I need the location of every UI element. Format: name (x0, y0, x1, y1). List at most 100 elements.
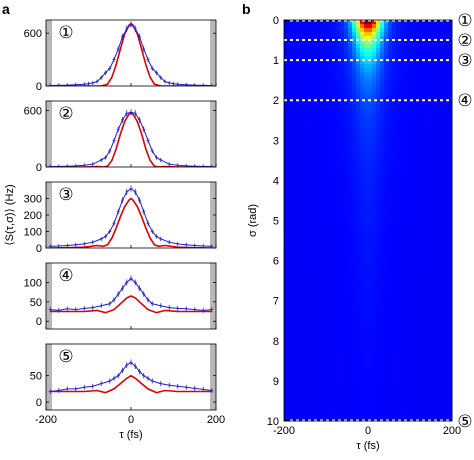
heatmap-cell (376, 32, 381, 37)
heatmap-cell (440, 44, 445, 49)
heatmap-cell (324, 264, 329, 270)
heatmap-cell (436, 164, 441, 169)
heatmap-cell (404, 212, 409, 217)
heatmap-cell (336, 176, 341, 181)
heatmap-cell (424, 196, 429, 201)
heatmap-cell (304, 392, 309, 398)
heatmap-cell (440, 216, 445, 221)
heatmap-cell (312, 100, 317, 105)
heatmap-cell (304, 196, 309, 201)
heatmap-cell (364, 320, 369, 326)
heatmap-cell (448, 392, 453, 398)
heatmap-cell (312, 80, 317, 85)
heatmap-cell (404, 396, 409, 402)
heatmap-cell (332, 36, 337, 41)
heatmap-cell (400, 208, 405, 213)
heatmap-cell (448, 80, 453, 85)
heatmap-cell (440, 36, 445, 41)
heatmap-cell (436, 352, 441, 358)
heatmap-cell (360, 216, 365, 221)
heatmap-cell (392, 48, 397, 53)
heatmap-cell (416, 312, 421, 318)
heatmap-cell (300, 208, 305, 213)
heatmap-cell (432, 340, 437, 346)
heatmap-cell (360, 28, 365, 33)
heatmap-cell (332, 52, 337, 57)
heatmap-cell (360, 172, 365, 177)
heatmap-cell (324, 368, 329, 374)
heatmap-cell (412, 176, 417, 181)
heatmap-cell (404, 216, 409, 221)
heatmap-cell (368, 232, 373, 237)
heatmap-cell (432, 380, 437, 386)
heatmap-cell (396, 348, 401, 354)
heatmap-cell (320, 148, 325, 153)
heatmap-cell (392, 228, 397, 233)
heatmap-cell (420, 384, 425, 390)
heatmap-cell (344, 296, 349, 302)
heatmap-cell (368, 244, 373, 249)
heatmap-cell (296, 332, 301, 338)
heatmap-cell (412, 352, 417, 358)
heatmap-cell (408, 228, 413, 233)
heatmap-cell (288, 284, 293, 290)
heatmap-cell (320, 336, 325, 342)
heatmap-cell (416, 408, 421, 414)
heatmap-cell (444, 32, 449, 37)
heatmap-cell (308, 224, 313, 229)
heatmap-cell (436, 368, 441, 374)
heatmap-cell (312, 328, 317, 334)
heatmap-cell (448, 140, 453, 145)
heatmap-cell (328, 264, 333, 270)
heatmap-cell (432, 368, 437, 374)
heatmap-cell (312, 200, 317, 205)
heatmap-cell (356, 100, 361, 105)
heatmap-cell (404, 176, 409, 181)
heatmap-cell (440, 340, 445, 346)
heatmap-cell (352, 320, 357, 326)
heatmap-cell (444, 332, 449, 338)
heatmap-cell (392, 264, 397, 270)
heatmap-cell (340, 84, 345, 89)
x-tick-label: 200 (207, 414, 225, 426)
heatmap-cell (444, 24, 449, 29)
heatmap-cell (416, 352, 421, 358)
heatmap-cell (316, 380, 321, 386)
heatmap-cell (308, 192, 313, 197)
heatmap-cell (420, 296, 425, 302)
heatmap-cell (380, 324, 385, 330)
heatmap-cell (448, 24, 453, 29)
heatmap-cell (344, 240, 349, 245)
heatmap-cell (284, 164, 289, 169)
heatmap-cell (372, 316, 377, 322)
heatmap-cell (376, 88, 381, 93)
y-tick-label: 600 (24, 105, 42, 117)
heatmap-cell (436, 40, 441, 45)
heatmap-cell (348, 132, 353, 137)
heatmap-cell (408, 288, 413, 294)
heatmap-cell (424, 64, 429, 69)
heatmap-cell (432, 84, 437, 89)
heatmap-cell (328, 248, 333, 253)
heatmap-cell (380, 28, 385, 33)
heatmap-cell (316, 168, 321, 173)
sigma-marker-label: ② (457, 31, 472, 50)
heatmap-cell (340, 216, 345, 221)
heatmap-cell (324, 164, 329, 169)
heatmap-cell (304, 56, 309, 61)
heatmap-cell (404, 200, 409, 205)
heatmap-cell (336, 348, 341, 354)
heatmap-cell (392, 372, 397, 378)
heatmap-cell (320, 364, 325, 370)
heatmap-cell (448, 216, 453, 221)
heatmap-cell (320, 120, 325, 125)
heatmap-cell (396, 404, 401, 410)
heatmap-cell (416, 220, 421, 225)
heatmap-cell (440, 248, 445, 253)
heatmap-cell (440, 28, 445, 33)
heatmap-cell (372, 208, 377, 213)
heatmap-cell (296, 176, 301, 181)
heatmap-cell (300, 204, 305, 209)
heatmap-cell (416, 112, 421, 117)
heatmap-cell (340, 176, 345, 181)
